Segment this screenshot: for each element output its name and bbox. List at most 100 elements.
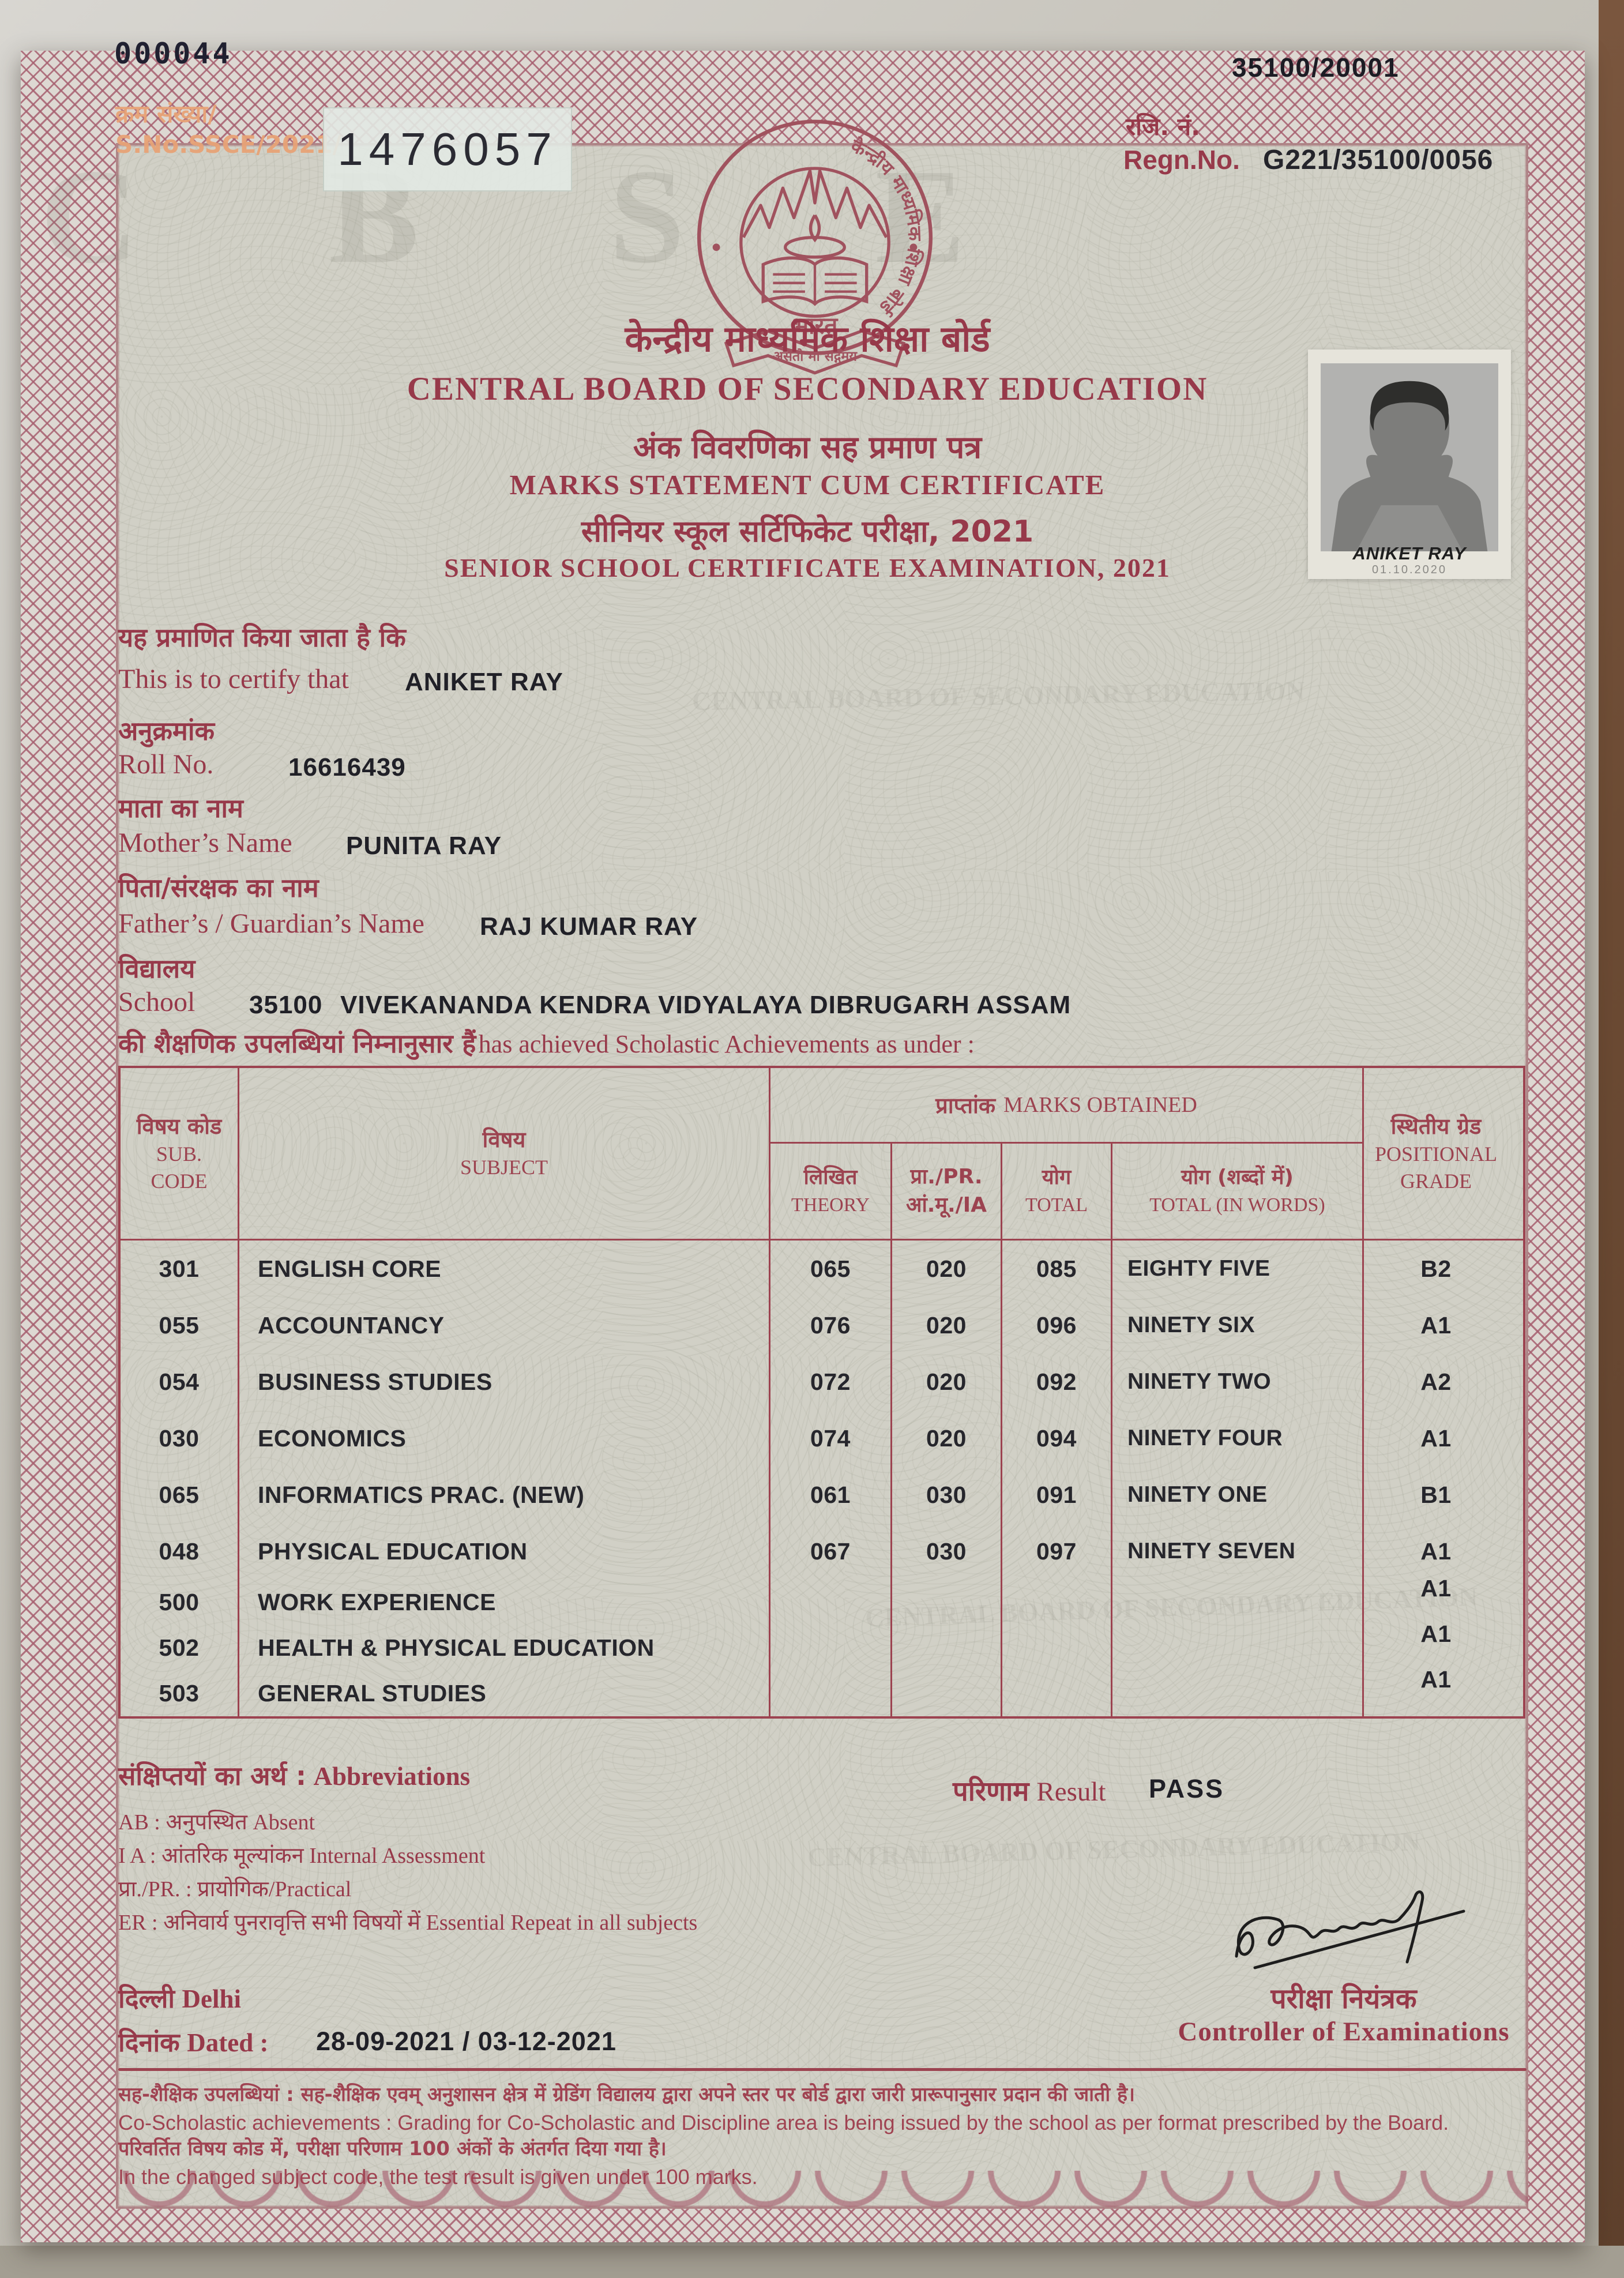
portrait-shirt	[1356, 505, 1463, 551]
board-title-hindi: केन्द्रीय माध्यमिक शिक्षा बोर्ड	[625, 318, 990, 360]
dated-line: दिनांक Dated :	[118, 2027, 269, 2058]
cell-total-in-words: NINETY FOUR	[1112, 1410, 1364, 1467]
cell-practical-marks: 030	[892, 1523, 1002, 1580]
cell-practical-marks	[892, 1625, 1002, 1671]
footnote: In the changed subject code, the test re…	[118, 2165, 758, 2189]
certificate-paper	[116, 143, 1528, 2209]
cell-total-marks	[1002, 1625, 1112, 1671]
regn-label-hindi: रजि. नं.	[1126, 112, 1201, 141]
cell-subject: PHYSICAL EDUCATION	[239, 1523, 770, 1580]
sheet-serial-number: 000044	[114, 37, 232, 70]
cell-grade: A1	[1420, 1311, 1452, 1339]
sno-label: क्रम संख्या/ S.No.SSCE/2021/	[115, 99, 341, 160]
cell-theory-marks: 072	[770, 1354, 892, 1410]
cbse-emblem: केन्द्रीय माध्यमिक शिक्षा बोर्ड भारत असत…	[691, 114, 939, 385]
emblem-inner-ring	[739, 167, 890, 318]
cell-total-marks: 091	[1002, 1467, 1112, 1523]
serial-number: 1476057	[337, 123, 558, 175]
result-value: PASS	[1149, 1774, 1225, 1803]
place-line: दिल्ली Delhi	[118, 1983, 242, 2014]
emblem-rays	[742, 169, 888, 238]
result-label: परिणाम Result	[953, 1776, 1106, 1807]
cell-total-marks: 094	[1002, 1410, 1112, 1467]
cell-practical-marks: 020	[892, 1410, 1002, 1467]
table-row: 500 WORK EXPERIENCE A1	[121, 1575, 1523, 1625]
board-title-english: CENTRAL BOARD OF SECONDARY EDUCATION	[407, 371, 1208, 407]
document-title-hindi: अंक विवरणिका सह प्रमाण पत्र	[633, 429, 982, 465]
surface-shadow	[0, 2246, 1624, 2278]
mother-name: PUNITA RAY	[346, 832, 502, 860]
roll-label-english: Roll No.	[118, 749, 214, 780]
cell-total-in-words: NINETY SEVEN	[1112, 1523, 1364, 1580]
student-name: ANIKET RAY	[405, 668, 563, 696]
header-marks-obtained-group: प्राप्तांक MARKS OBTAINED लिखित THEORY प…	[770, 1068, 1364, 1239]
cell-total-in-words	[1112, 1671, 1364, 1716]
table-row: 030 ECONOMICS 074 020 094 NINETY FOUR A1	[121, 1410, 1523, 1467]
school-label-hindi: विद्यालय	[118, 953, 196, 984]
cell-grade: A1	[1420, 1575, 1452, 1602]
sno-label-hindi: क्रम संख्या/	[115, 100, 217, 128]
cell-grade: A1	[1420, 1666, 1452, 1693]
cell-code: 030	[121, 1410, 239, 1467]
abbreviation-item: प्रा./PR. : प्रायोगिक/Practical	[118, 1877, 352, 1901]
footnote: सह-शैक्षिक उपलब्धियां : सह-शैक्षिक एवम् …	[118, 2083, 1135, 2106]
bottom-scallop-border	[116, 2171, 1528, 2213]
portrait-silhouette	[1331, 386, 1488, 551]
achievements-english: has achieved Scholastic Achievements as …	[478, 1030, 975, 1058]
school-name: VIVEKANANDA KENDRA VIDYALAYA DIBRUGARH A…	[340, 991, 1072, 1019]
cell-total-marks: 092	[1002, 1354, 1112, 1410]
cell-grade: A2	[1420, 1368, 1452, 1395]
footnote: परिवर्तित विषय कोड में, परीक्षा परिणाम 1…	[118, 2137, 667, 2160]
header-theory: लिखित THEORY	[770, 1144, 892, 1239]
cell-total-marks: 096	[1002, 1297, 1112, 1354]
father-name: RAJ KUMAR RAY	[480, 912, 698, 941]
cell-code: 503	[121, 1671, 239, 1716]
controller-title-hindi: परीक्षा नियंत्रक	[1270, 1983, 1417, 2015]
wood-table-edge	[1599, 0, 1624, 2278]
date-value: 28-09-2021 / 03-12-2021	[316, 2027, 616, 2056]
sheet-batch-code: 35100/20001	[1232, 52, 1400, 82]
cell-code: 065	[121, 1467, 239, 1523]
roll-number: 16616439	[288, 753, 406, 781]
cell-subject: HEALTH & PHYSICAL EDUCATION	[239, 1625, 770, 1671]
cell-code: 502	[121, 1625, 239, 1671]
cell-total-in-words: NINETY TWO	[1112, 1354, 1364, 1410]
cell-code: 500	[121, 1580, 239, 1625]
cell-grade: A1	[1420, 1538, 1452, 1565]
document-title-english: MARKS STATEMENT CUM CERTIFICATE	[509, 469, 1106, 501]
cell-practical-marks	[892, 1580, 1002, 1625]
emblem-bharat-text: भारत	[792, 311, 839, 339]
header-subject: विषय SUBJECT	[239, 1068, 770, 1239]
footnote: Co-Scholastic achievements : Grading for…	[118, 2111, 1449, 2134]
cell-code: 054	[121, 1354, 239, 1410]
exam-title-hindi: सीनियर स्कूल सर्टिफिकेट परीक्षा, 2021	[581, 514, 1034, 549]
achievements-hindi: की शैक्षणिक उपलब्धियां निम्नानुसार हैं	[118, 1028, 476, 1059]
abbreviation-item: ER : अनिवार्य पुनरावृत्ति सभी विषयों में…	[118, 1911, 698, 1935]
school-code: 35100	[249, 991, 323, 1019]
open-book	[761, 256, 869, 306]
table-row: 502 HEALTH & PHYSICAL EDUCATION A1	[121, 1621, 1523, 1671]
ring-dot-left	[712, 243, 720, 251]
header-positional-grade: स्थितीय ग्रेड POSITIONAL GRADE	[1375, 1113, 1497, 1193]
cell-total-marks: 085	[1002, 1241, 1112, 1297]
header-total: योग TOTAL	[1002, 1144, 1112, 1239]
certify-label-hindi: यह प्रमाणित किया जाता है कि	[118, 622, 406, 653]
header-total-in-words: योग (शब्दों में) TOTAL (IN WORDS)	[1149, 1166, 1325, 1216]
exam-title-english: SENIOR SCHOOL CERTIFICATE EXAMINATION, 2…	[444, 553, 1171, 582]
controller-signature	[1221, 1871, 1498, 1980]
signature-stroke	[1235, 1890, 1424, 1964]
achievements-line: की शैक्षणिक उपलब्धियां निम्नानुसार हैं h…	[118, 1025, 975, 1061]
abbreviation-item: AB : अनुपस्थित Absent	[118, 1810, 315, 1835]
cell-theory-marks	[770, 1580, 892, 1625]
mother-label-english: Mother’s Name	[118, 828, 292, 858]
cell-grade: B2	[1420, 1255, 1452, 1282]
controller-title-english: Controller of Examinations	[1178, 2017, 1510, 2047]
cell-practical-marks: 020	[892, 1297, 1002, 1354]
header-sub-code: विषय कोड SUB. CODE	[121, 1068, 239, 1239]
footer-divider	[118, 2068, 1527, 2071]
cell-total-in-words: EIGHTY FIVE	[1112, 1241, 1364, 1297]
emblem-motto-text: असतो मा सद्गमय	[773, 348, 858, 364]
lamp-diya	[784, 235, 846, 259]
header-practical-ia: प्रा./PR. आं.मू./IA	[892, 1144, 1002, 1239]
cell-total-in-words: NINETY ONE	[1112, 1467, 1364, 1523]
